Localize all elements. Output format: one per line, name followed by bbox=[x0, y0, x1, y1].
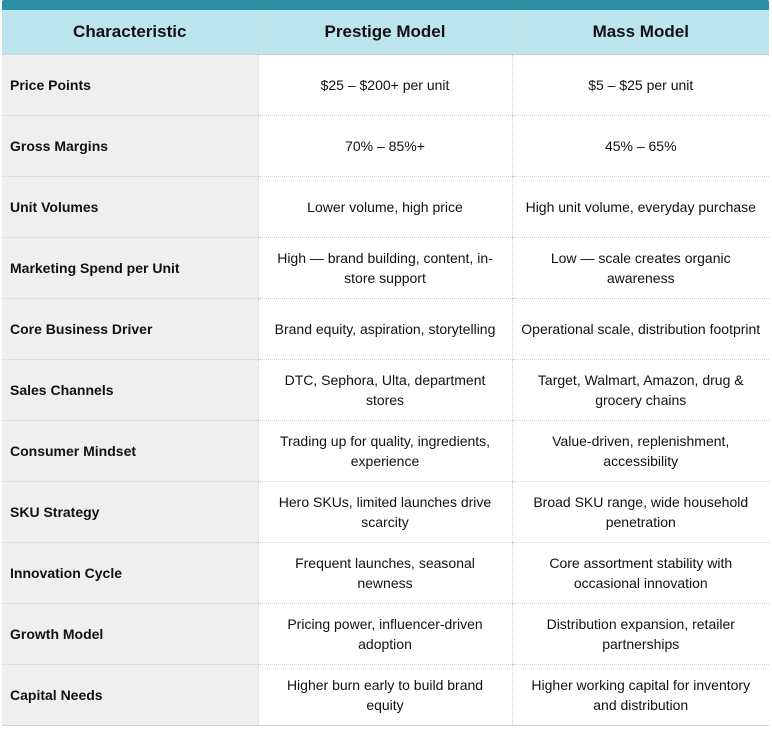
prestige-cell: Lower volume, high price bbox=[257, 176, 512, 238]
prestige-cell: $25 – $200+ per unit bbox=[257, 54, 512, 116]
prestige-cell: 70% – 85%+ bbox=[257, 115, 512, 177]
mass-cell: Target, Walmart, Amazon, drug & grocery … bbox=[511, 359, 769, 421]
mass-cell: Higher working capital for inventory and… bbox=[511, 664, 769, 726]
header-mass-model: Mass Model bbox=[511, 10, 769, 55]
row-label: Growth Model bbox=[2, 603, 258, 665]
prestige-cell: Trading up for quality, ingredients, exp… bbox=[257, 420, 512, 482]
comparison-table: Characteristic Prestige Model Mass Model… bbox=[2, 10, 769, 726]
row-label: Price Points bbox=[2, 54, 258, 116]
table-row: Unit Volumes Lower volume, high price Hi… bbox=[2, 176, 769, 238]
table-row: Core Business Driver Brand equity, aspir… bbox=[2, 298, 769, 360]
row-label: Innovation Cycle bbox=[2, 542, 258, 604]
header-prestige-model: Prestige Model bbox=[257, 10, 512, 55]
accent-bar bbox=[2, 0, 769, 10]
header-characteristic: Characteristic bbox=[2, 10, 258, 55]
row-label: Core Business Driver bbox=[2, 298, 258, 360]
prestige-cell: Higher burn early to build brand equity bbox=[257, 664, 512, 726]
mass-cell: Value-driven, replenishment, accessibili… bbox=[511, 420, 769, 482]
mass-cell: $5 – $25 per unit bbox=[511, 54, 769, 116]
table-row: SKU Strategy Hero SKUs, limited launches… bbox=[2, 481, 769, 543]
prestige-cell: Pricing power, influencer-driven adoptio… bbox=[257, 603, 512, 665]
prestige-cell: Frequent launches, seasonal newness bbox=[257, 542, 512, 604]
mass-cell: Operational scale, distribution footprin… bbox=[511, 298, 769, 360]
row-label: Sales Channels bbox=[2, 359, 258, 421]
table-row: Consumer Mindset Trading up for quality,… bbox=[2, 420, 769, 482]
mass-cell: High unit volume, everyday purchase bbox=[511, 176, 769, 238]
table-row: Growth Model Pricing power, influencer-d… bbox=[2, 603, 769, 665]
row-label: Capital Needs bbox=[2, 664, 258, 726]
mass-cell: Broad SKU range, wide household penetrat… bbox=[511, 481, 769, 543]
row-label: SKU Strategy bbox=[2, 481, 258, 543]
table-row: Price Points $25 – $200+ per unit $5 – $… bbox=[2, 54, 769, 116]
row-label: Consumer Mindset bbox=[2, 420, 258, 482]
row-label: Unit Volumes bbox=[2, 176, 258, 238]
table-row: Sales Channels DTC, Sephora, Ulta, depar… bbox=[2, 359, 769, 421]
prestige-cell: Hero SKUs, limited launches drive scarci… bbox=[257, 481, 512, 543]
table-row: Marketing Spend per Unit High — brand bu… bbox=[2, 237, 769, 299]
mass-cell: Distribution expansion, retailer partner… bbox=[511, 603, 769, 665]
row-label: Marketing Spend per Unit bbox=[2, 237, 258, 299]
table-row: Gross Margins 70% – 85%+ 45% – 65% bbox=[2, 115, 769, 177]
mass-cell: 45% – 65% bbox=[511, 115, 769, 177]
prestige-cell: Brand equity, aspiration, storytelling bbox=[257, 298, 512, 360]
mass-cell: Core assortment stability with occasiona… bbox=[511, 542, 769, 604]
prestige-cell: DTC, Sephora, Ulta, department stores bbox=[257, 359, 512, 421]
table-row: Innovation Cycle Frequent launches, seas… bbox=[2, 542, 769, 604]
row-label: Gross Margins bbox=[2, 115, 258, 177]
mass-cell: Low — scale creates organic awareness bbox=[511, 237, 769, 299]
header-row: Characteristic Prestige Model Mass Model bbox=[2, 10, 769, 55]
table-row: Capital Needs Higher burn early to build… bbox=[2, 664, 769, 726]
prestige-cell: High — brand building, content, in-store… bbox=[257, 237, 512, 299]
